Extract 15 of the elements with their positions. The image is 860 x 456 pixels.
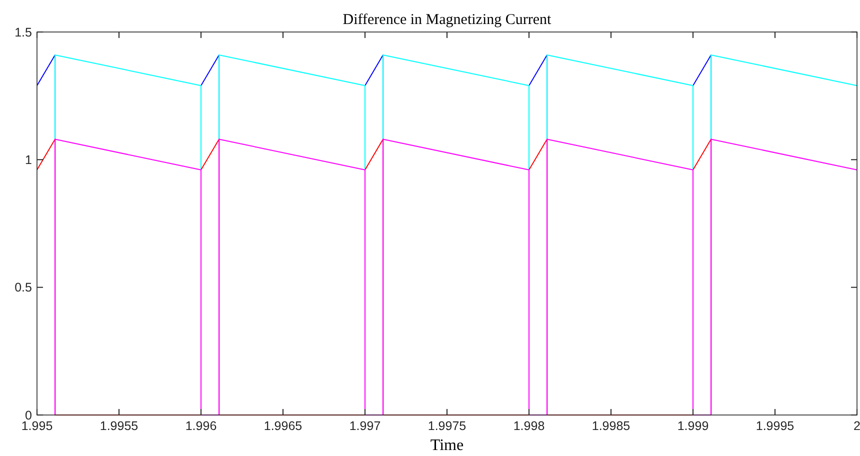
x-tick-label: 2 xyxy=(854,419,860,433)
y-tick-label: 1 xyxy=(25,153,32,168)
x-tick-label: 1.9995 xyxy=(756,419,794,433)
x-tick-label: 1.9985 xyxy=(592,419,630,433)
x-tick-label: 1.9965 xyxy=(264,419,302,433)
x-tick-label: 1.9975 xyxy=(428,419,466,433)
x-tick-label: 1.996 xyxy=(185,419,217,433)
x-tick-label: 1.9955 xyxy=(100,419,138,433)
x-tick-label: 1.997 xyxy=(349,419,381,433)
x-axis-title: Time xyxy=(430,437,464,454)
y-tick-label: 0.5 xyxy=(14,280,32,295)
x-tick-label: 1.998 xyxy=(513,419,545,433)
y-tick-label: 1.5 xyxy=(14,25,32,40)
x-tick-label: 1.999 xyxy=(677,419,709,433)
chart-title: Difference in Magnetizing Current xyxy=(342,12,552,28)
